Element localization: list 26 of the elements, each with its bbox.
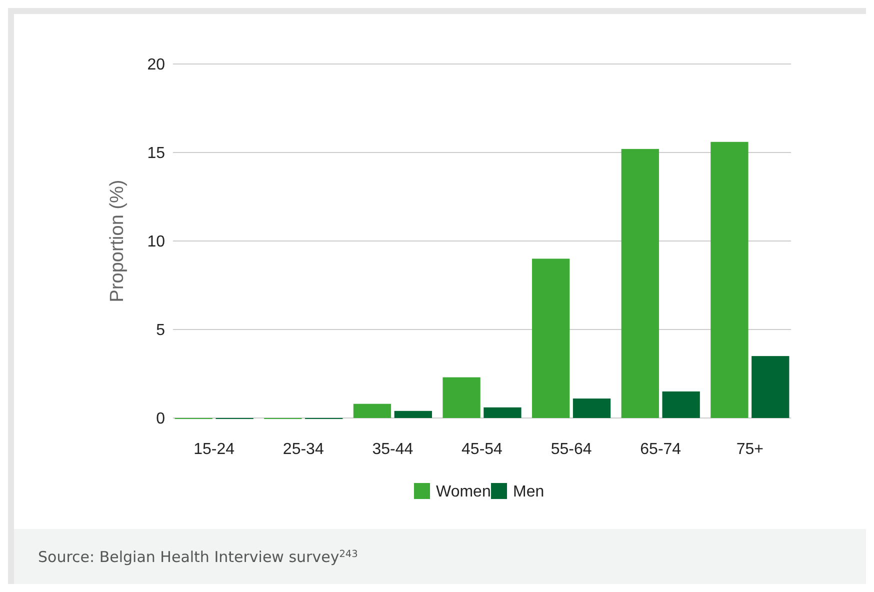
bar	[353, 404, 392, 418]
bar	[394, 410, 432, 418]
x-tick-label: 65-74	[640, 441, 682, 458]
x-tick-label: 45-54	[462, 441, 503, 458]
y-tick-label: 0	[156, 410, 166, 428]
legend-label: Men	[513, 484, 544, 501]
x-tick-label: 35-44	[372, 441, 414, 458]
y-tick-label: 10	[147, 234, 166, 251]
x-tick-label: 15-24	[194, 441, 235, 458]
y-axis-title: Proportion (%)	[107, 180, 128, 302]
x-tick-label: 25-34	[282, 441, 324, 458]
bar	[662, 391, 700, 418]
y-tick-label: 5	[156, 322, 166, 340]
bar	[752, 356, 790, 418]
x-tick-label: 55-64	[550, 441, 592, 458]
y-tick-label: 15	[147, 145, 166, 162]
legend-label: Women	[436, 484, 491, 501]
x-tick-label: 75+	[736, 441, 764, 458]
bar	[572, 398, 611, 418]
bar	[442, 377, 480, 418]
source-note: Source: Belgian Health Interview survey$^{243}$	[38, 548, 358, 566]
bar	[484, 407, 522, 418]
bar	[532, 258, 570, 418]
y-tick-label: 20	[147, 56, 166, 74]
bar	[710, 142, 748, 418]
bar	[621, 148, 659, 418]
